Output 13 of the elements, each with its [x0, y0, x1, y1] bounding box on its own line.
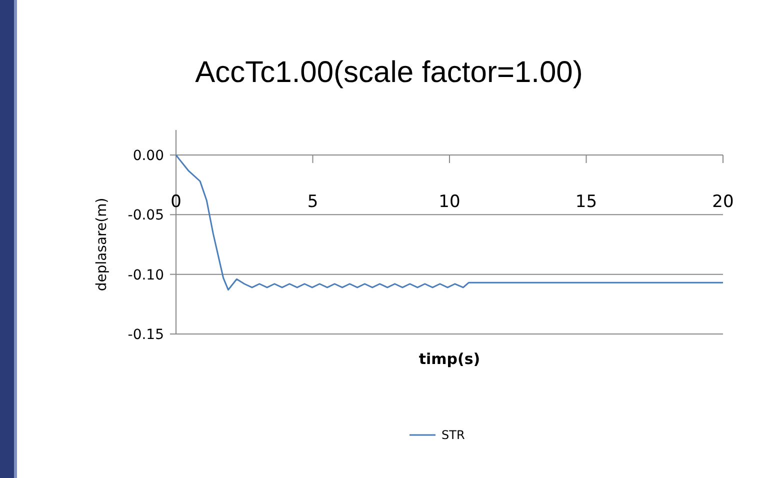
legend-label: STR [442, 428, 465, 442]
y-tick-label: -0.15 [128, 327, 164, 343]
y-axis-title: deplasare(m) [94, 198, 110, 292]
x-tick-label: 15 [575, 192, 598, 212]
chart-title: AccTc1.00(scale factor=1.00) [195, 56, 583, 89]
x-tick-label: 20 [712, 192, 734, 212]
x-tick-label: 10 [438, 192, 460, 212]
y-tick-label: -0.10 [128, 267, 164, 284]
x-tick-label: 0 [170, 192, 182, 212]
x-tick-label: 5 [307, 192, 318, 212]
x-axis-title: timp(s) [418, 350, 480, 368]
y-tick-label: 0.00 [132, 148, 164, 164]
y-tick-label: -0.05 [128, 208, 164, 224]
